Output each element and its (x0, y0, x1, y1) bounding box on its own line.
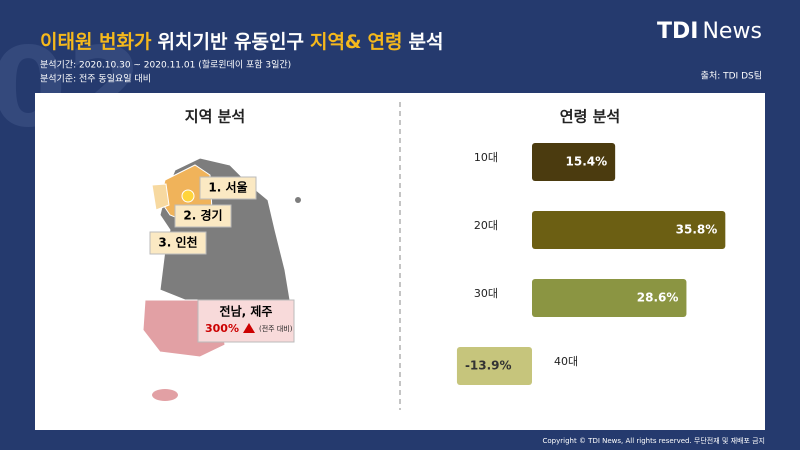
value-label: -13.9% (465, 359, 512, 373)
label-box (199, 176, 257, 200)
bar (532, 279, 687, 317)
copyright: Copyright © TDI News, All rights reserve… (543, 436, 765, 445)
title-part: 지역& (310, 31, 362, 53)
category-label: 30대 (474, 287, 498, 300)
value-label: 15.4% (566, 155, 608, 169)
map-jeju (152, 389, 178, 401)
highlight-name: 전남, 제주 (220, 304, 273, 319)
region-label: 3. 인천 (158, 235, 197, 250)
highlight-note: (전주 대비) (259, 324, 293, 333)
region-label: 1. 서울 (208, 180, 247, 195)
value-label: 35.8% (676, 223, 718, 237)
period: 분석기간: 2020.10.30 ~ 2020.11.01 (할로윈데이 포함 … (40, 60, 291, 71)
title-part: 위치기반 유동인구 (158, 31, 304, 53)
label-box (149, 231, 207, 255)
bar (532, 143, 616, 181)
chart-title: 연령 분석 (560, 108, 620, 126)
basis: 분석기준: 전주 동일요일 대비 (40, 74, 151, 85)
bar (456, 347, 532, 385)
category-label: 20대 (474, 219, 498, 232)
title: 이태원 번화가 위치기반 유동인구 지역& 연령 분석 (40, 31, 443, 53)
brand-bold: TDI (657, 19, 698, 44)
map-seoul (181, 189, 195, 203)
title-part: 이태원 번화가 (40, 31, 152, 53)
map-incheon (151, 183, 170, 211)
region-title: 지역 분석 (185, 108, 245, 126)
brand-light: News (702, 19, 761, 44)
source: 출처: TDI DS팀 (701, 70, 762, 82)
category-label: 10대 (474, 151, 498, 164)
up-arrow (243, 323, 255, 333)
label-box (197, 299, 295, 343)
map (142, 157, 301, 401)
region-labels: 1. 서울 2. 경기 3. 인천 전남, 제주 300% (전주 대비) (149, 176, 295, 343)
region-label: 2. 경기 (183, 208, 222, 223)
bar-chart: 15.4% 10대 35.8% 20대 28.6% 30대 -13.9% 40대 (456, 143, 726, 385)
map-island (295, 197, 301, 203)
brand: TDI News (657, 19, 762, 44)
title-part: 분석 (408, 31, 443, 53)
label-box (174, 204, 232, 228)
category-label: 40대 (554, 355, 578, 368)
title-part: 연령 (368, 31, 403, 53)
value-label: 28.6% (637, 291, 679, 305)
bar (532, 211, 726, 249)
panel (35, 93, 765, 430)
highlight-value: 300% (205, 322, 239, 335)
